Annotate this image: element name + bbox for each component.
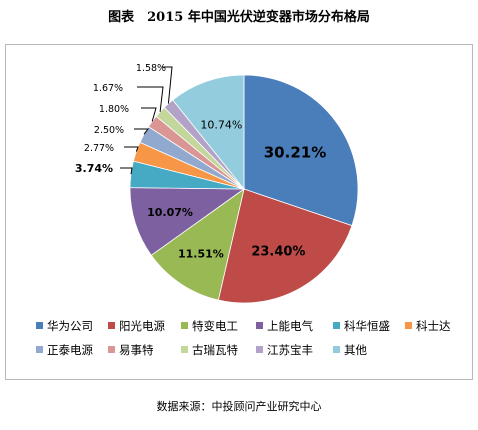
data-label-6: 2.77% xyxy=(84,143,114,154)
leader-line-7 xyxy=(134,128,150,135)
legend-label: 特变电工 xyxy=(192,319,238,333)
data-label-1: 30.21% xyxy=(264,144,326,162)
leader-line-5 xyxy=(120,167,133,175)
legend-item-8: 易事特 xyxy=(108,342,154,358)
data-label-4: 10.07% xyxy=(147,206,193,219)
pie-slice-11 xyxy=(172,74,245,191)
legend-swatch xyxy=(333,322,340,329)
leader-line-6 xyxy=(124,146,139,152)
data-source: 数据来源：中投顾问产业研究中心 xyxy=(156,400,322,413)
data-label-3: 11.51% xyxy=(178,247,224,260)
legend-label: 科华恒盛 xyxy=(344,319,390,333)
legend-swatch xyxy=(36,346,43,353)
data-label-7: 2.50% xyxy=(94,125,124,136)
legend-item-5: 科华恒盛 xyxy=(333,318,390,334)
legend-item-4: 上能电气 xyxy=(256,318,313,334)
pie-slice-3 xyxy=(150,188,245,301)
legend-swatch xyxy=(181,322,188,329)
leader-line-8 xyxy=(141,107,157,122)
pie-slice-2 xyxy=(217,188,353,304)
legend-label: 江苏宝丰 xyxy=(267,343,313,357)
legend-item-9: 古瑞瓦特 xyxy=(181,342,238,358)
legend-swatch xyxy=(108,322,115,329)
legend-item-10: 江苏宝丰 xyxy=(256,342,313,358)
legend-swatch xyxy=(405,322,412,329)
legend-item-2: 阳光电源 xyxy=(108,318,165,334)
pie-chart: 30.21% 23.40% 11.51% 10.07% 3.74% 2.77% 2.50% 1… xyxy=(75,63,359,304)
data-label-2: 23.40% xyxy=(251,244,305,259)
legend-swatch xyxy=(256,346,263,353)
legend-swatch xyxy=(181,346,188,353)
legend-label: 上能电气 xyxy=(267,319,313,333)
data-label-10: 1.58% xyxy=(136,63,166,74)
data-label-9: 1.67% xyxy=(93,83,123,94)
legend-item-3: 特变电工 xyxy=(181,318,238,334)
data-label-11: 10.74% xyxy=(200,118,242,131)
legend-label: 华为公司 xyxy=(47,319,93,333)
legend-item-11: 其他 xyxy=(333,342,367,358)
legend-label: 科士达 xyxy=(416,319,451,333)
legend-item-6: 科士达 xyxy=(405,318,451,334)
leader-line-10 xyxy=(162,66,173,104)
legend-swatch xyxy=(256,322,263,329)
legend-label: 其他 xyxy=(344,343,367,357)
legend-label: 阳光电源 xyxy=(119,319,165,333)
leader-line-9 xyxy=(137,86,164,112)
data-label-8: 1.80% xyxy=(99,104,129,115)
data-label-5: 3.74% xyxy=(75,162,113,175)
legend-swatch xyxy=(36,322,43,329)
chart-area: 30.21% 23.40% 11.51% 10.07% 3.74% 2.77% 2.50% 1… xyxy=(5,44,473,380)
pie-slice-1 xyxy=(243,74,359,227)
legend-label: 古瑞瓦特 xyxy=(192,343,238,357)
legend-label: 正泰电源 xyxy=(47,343,93,357)
legend-label: 易事特 xyxy=(119,343,154,357)
pie-slice-4 xyxy=(129,187,246,256)
figure-title: 图表 2015 年中国光伏逆变器市场分布格局 xyxy=(108,10,370,25)
legend-swatch xyxy=(108,346,115,353)
legend-item-7: 正泰电源 xyxy=(36,342,93,358)
legend-item-1: 华为公司 xyxy=(36,318,93,334)
legend-swatch xyxy=(333,346,340,353)
